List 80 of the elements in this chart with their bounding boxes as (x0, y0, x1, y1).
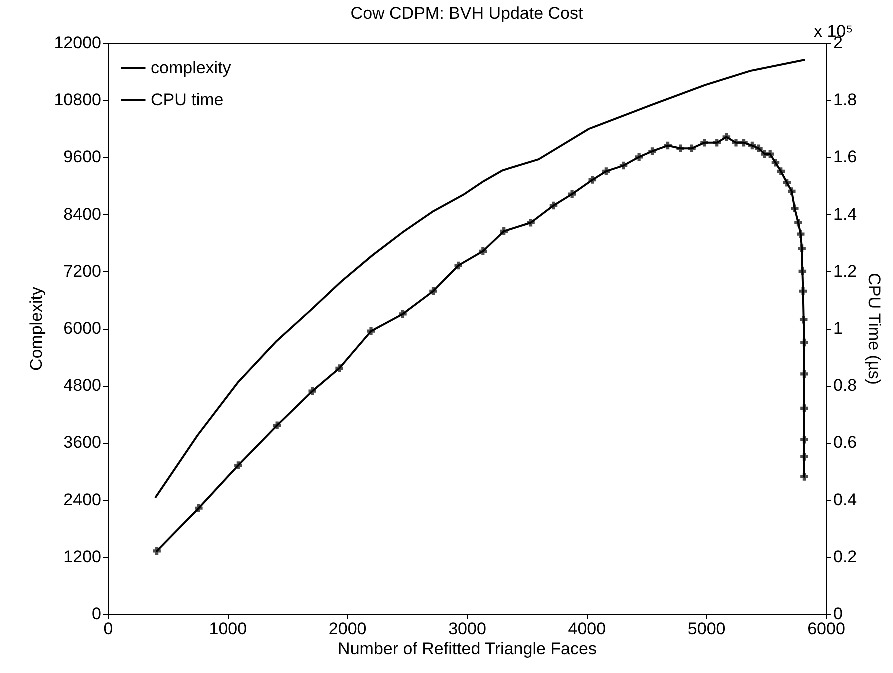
y-tick-label: 6000 (64, 319, 102, 338)
y-tick-label: 8400 (64, 204, 102, 224)
y-tick-label: 7200 (64, 262, 102, 281)
y2-tick-label: 0.6 (834, 433, 858, 452)
point (635, 153, 644, 162)
point (800, 453, 808, 461)
point (234, 462, 242, 470)
point (800, 436, 808, 444)
y-tick-label: 1200 (64, 547, 102, 566)
y-tick-label: 2400 (64, 490, 102, 510)
point (273, 422, 282, 430)
point (800, 473, 808, 481)
point (777, 168, 785, 176)
point (800, 370, 808, 378)
x-tick-label: 3000 (448, 620, 486, 638)
x-tick-label: 2000 (328, 620, 367, 638)
y-tick-label: 9600 (64, 148, 102, 167)
x-tick-label: 5000 (688, 620, 726, 638)
point (550, 202, 558, 210)
point (676, 144, 684, 153)
x-tick-label: 0 (104, 620, 114, 638)
y-tick-label: 10800 (54, 90, 102, 110)
point (794, 218, 802, 227)
point (399, 310, 407, 318)
x-tick-label: 1000 (209, 620, 248, 638)
point (800, 404, 808, 412)
point (479, 248, 488, 256)
point (454, 262, 462, 270)
point (798, 268, 807, 276)
point (722, 133, 731, 142)
point (195, 504, 203, 512)
y2-tick-label: 1.2 (834, 262, 858, 281)
point (153, 547, 161, 556)
y2-tick-label: 0.8 (834, 376, 858, 396)
x-tick-label: 4000 (568, 620, 606, 638)
point (664, 142, 672, 150)
point (430, 288, 438, 296)
y-tick-label: 12000 (54, 34, 102, 52)
point (796, 230, 805, 238)
point (748, 142, 756, 150)
point (788, 188, 796, 196)
legend-label: CPU time (151, 90, 224, 110)
y2-tick-label: 0.4 (834, 490, 858, 510)
point (500, 228, 508, 236)
y2-tick-label: 1.6 (834, 148, 858, 167)
y-tick-label: 4800 (64, 376, 102, 396)
point (800, 338, 808, 347)
point (713, 139, 721, 147)
point (740, 139, 748, 147)
point (772, 159, 780, 167)
point (800, 316, 808, 324)
point (798, 244, 806, 252)
point (791, 204, 799, 212)
point (732, 139, 740, 147)
legend-label: complexity (151, 58, 232, 78)
point (799, 288, 808, 296)
point (367, 327, 376, 336)
point (755, 144, 763, 153)
point (336, 364, 344, 372)
y2-tick-label: 1.8 (834, 90, 858, 110)
y2-tick-label: 0.2 (834, 547, 858, 566)
point (620, 162, 628, 170)
y2-tick-label: 1.4 (834, 204, 858, 224)
y-axis-title: Complexity (27, 286, 46, 372)
y-tick-label: 0 (92, 604, 102, 624)
point (568, 190, 576, 198)
point (588, 176, 597, 184)
point (688, 144, 696, 153)
point (766, 150, 774, 158)
point (783, 179, 791, 187)
point (308, 387, 317, 396)
point (700, 139, 708, 147)
y2-tick-label: 1 (834, 319, 843, 338)
point (602, 168, 610, 176)
point (527, 218, 535, 227)
chart-title: Cow CDPM: BVH Update Cost (350, 4, 584, 23)
y-tick-label: 3600 (64, 433, 102, 452)
point (648, 148, 656, 156)
y2-axis-title: CPU Time (µs) (865, 273, 884, 385)
x-axis-title: Number of Refitted Triangle Faces (338, 640, 597, 658)
